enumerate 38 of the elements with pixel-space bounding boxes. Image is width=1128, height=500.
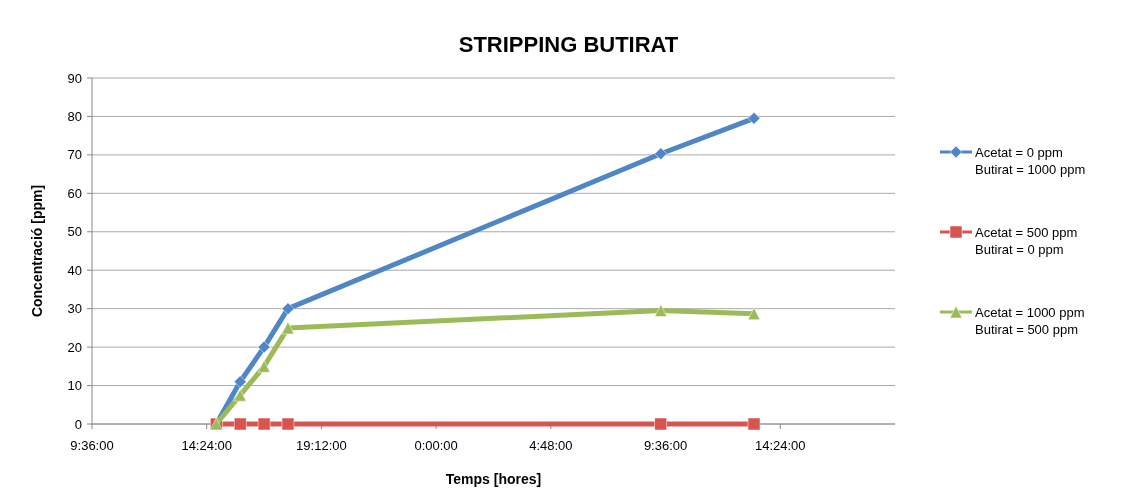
x-tick-label: 14:24:00 [181,438,233,453]
point [233,417,247,431]
point [257,360,271,373]
y-tick-label: 40 [67,262,82,278]
point [654,417,668,431]
x-tick-label: 4:48:00 [529,438,573,453]
point [654,147,668,160]
x-tick-label: 19:12:00 [296,438,347,453]
y-tick-label: 90 [67,70,82,86]
y-axis-title: Concentració [ppm] [29,184,45,318]
point [281,321,295,335]
x-tick-label: 0:00:00 [414,438,458,453]
point [747,112,761,125]
legend-label: Acetat = 500 ppm Butirat = 0 ppm [975,224,1078,258]
y-tick-label: 10 [67,378,82,394]
x-axis-title: Temps [hores] [445,471,542,487]
point [257,417,271,431]
point [654,304,668,317]
x-tick-label: 14:24:00 [754,438,806,453]
y-tick-label: 80 [67,108,82,124]
x-tick-label: 9:36:00 [70,438,114,453]
x-tick-label: 9:36:00 [643,438,688,453]
point [233,388,247,402]
legend-label: Acetat = 1000 ppm Butirat = 500 ppm [975,304,1085,338]
point [257,340,271,354]
legend-label: Acetat = 0 ppm Butirat = 1000 ppm [975,144,1086,178]
y-tick-label: 0 [74,416,82,432]
y-tick-label: 70 [67,147,82,163]
point [233,375,247,388]
y-tick-label: 50 [67,224,82,240]
y-tick-label: 20 [67,339,82,355]
chart-title: STRIPPING BUTIRAT [458,32,679,57]
point [281,302,295,315]
y-tick-label: 60 [67,185,82,201]
point [747,417,761,431]
point [281,417,295,431]
y-tick-label: 30 [67,301,82,317]
point [747,307,761,320]
